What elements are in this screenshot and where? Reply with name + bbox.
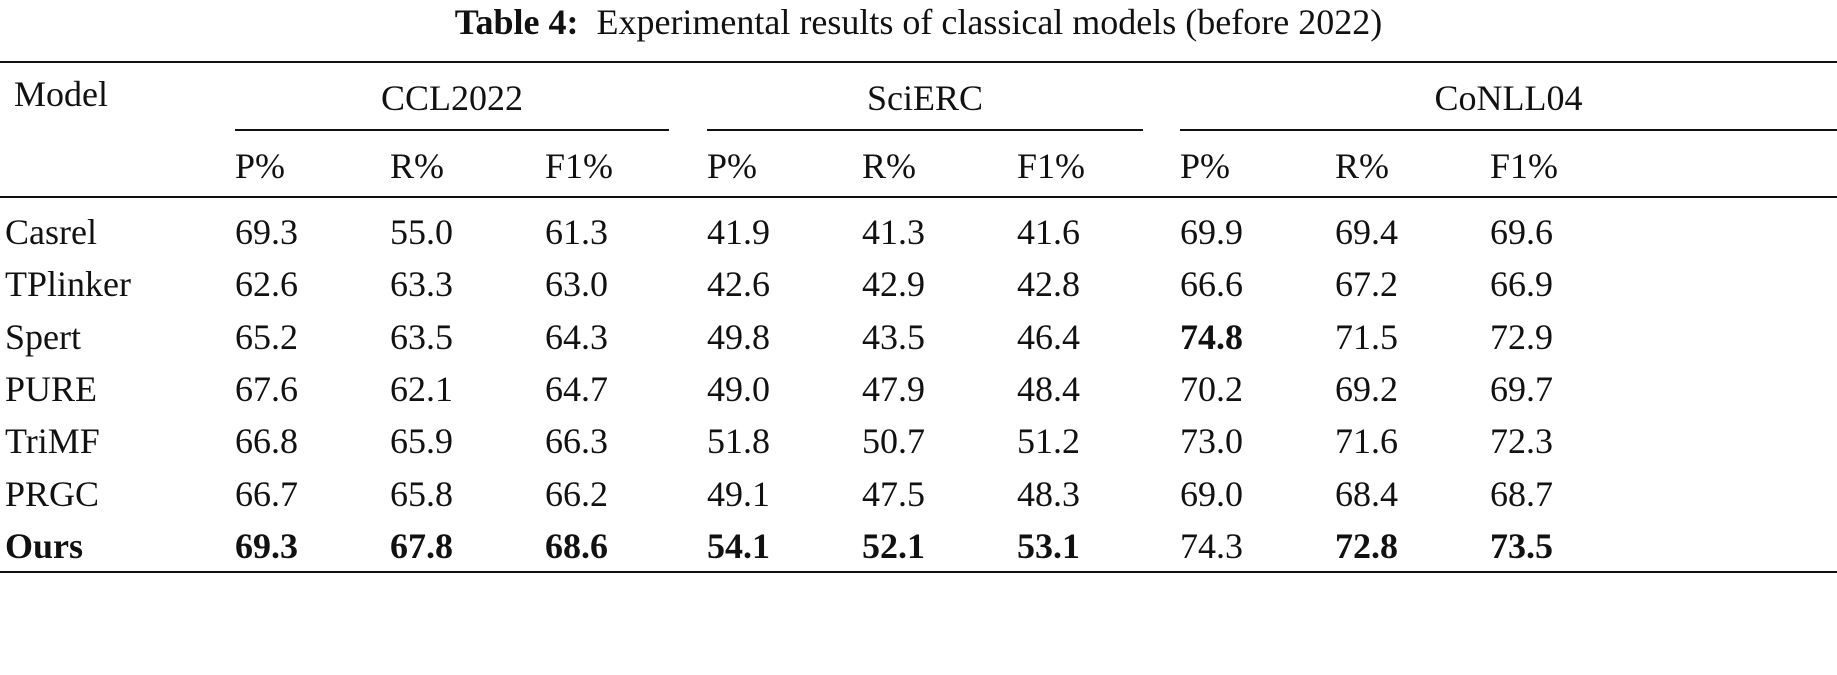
caption-text: Experimental results of classical models… [596,2,1383,42]
cell: 65.2 [235,316,298,357]
caption-label: Table 4: [454,2,579,42]
cell: 71.6 [1335,421,1398,462]
cell: 43.5 [862,316,925,357]
cell: 52.1 [862,525,925,566]
row-label: Spert [5,316,81,357]
cell: 69.4 [1335,212,1398,252]
cell: 69.3 [235,525,298,566]
cell: 65.9 [390,421,453,462]
cell: 55.0 [390,212,453,252]
group-rule [1180,129,1837,131]
row-label: PURE [5,368,98,409]
cell: 66.3 [545,421,608,462]
column-header: F1% [1490,146,1559,186]
row-label: PRGC [5,473,100,514]
cell: 67.8 [390,525,453,566]
group-header: SciERC [866,78,983,118]
cell: 63.3 [390,264,453,305]
model-header: Model [14,74,108,114]
cell: 69.3 [235,212,298,252]
cell: 69.0 [1180,473,1243,514]
cell: 68.7 [1490,473,1553,514]
cell: 62.6 [235,264,298,305]
column-header: F1% [1017,146,1086,186]
cell: 68.4 [1335,473,1398,514]
cell: 48.3 [1017,473,1080,514]
top-rule [0,61,1837,63]
cell: 51.8 [707,421,770,462]
table-caption: Table 4: Experimental results of classic… [0,4,1837,40]
cell: 51.2 [1017,421,1080,462]
cell: 42.8 [1017,264,1080,305]
cell: 74.8 [1180,316,1243,357]
column-header: R% [1335,146,1389,186]
cell: 65.8 [390,473,453,514]
cell: 70.2 [1180,368,1243,409]
cell: 41.3 [862,212,925,252]
cell: 47.9 [862,368,925,409]
bottom-rule [0,571,1837,573]
cell: 66.9 [1490,264,1553,305]
cell: 41.9 [707,212,770,252]
cell: 48.4 [1017,368,1080,409]
column-header: R% [390,146,444,186]
cell: 41.6 [1017,212,1080,252]
cell: 64.3 [545,316,608,357]
cell: 64.7 [545,368,608,409]
cell: 72.8 [1335,525,1398,566]
cell: 47.5 [862,473,925,514]
cell: 71.5 [1335,316,1398,357]
group-header: CoNLL04 [1434,78,1583,118]
cell: 42.6 [707,264,770,305]
cell: 49.8 [707,316,770,357]
cell: 69.7 [1490,368,1553,409]
cell: 69.6 [1490,212,1553,252]
column-header: P% [1180,146,1231,186]
cell: 66.2 [545,473,608,514]
cell: 49.0 [707,368,770,409]
cell: 69.9 [1180,212,1243,252]
cell: 62.1 [390,368,453,409]
row-label: TPlinker [5,264,131,305]
column-header: F1% [545,146,614,186]
mid-rule [0,196,1837,198]
column-header: P% [235,146,286,186]
column-header: R% [862,146,916,186]
cell: 46.4 [1017,316,1080,357]
cell: 69.2 [1335,368,1398,409]
group-header: CCL2022 [380,78,523,118]
cell: 67.6 [235,368,298,409]
cell: 72.9 [1490,316,1553,357]
cell: 74.3 [1180,525,1243,566]
cell: 61.3 [545,212,608,252]
group-rule [707,129,1143,131]
cell: 72.3 [1490,421,1553,462]
row-label: TriMF [5,421,100,462]
cell: 66.6 [1180,264,1243,305]
cell: 73.0 [1180,421,1243,462]
group-rule [235,129,669,131]
row-label: Ours [5,525,84,566]
cell: 53.1 [1017,525,1080,566]
cell: 68.6 [545,525,608,566]
cell: 73.5 [1490,525,1553,566]
cell: 66.7 [235,473,298,514]
cell: 49.1 [707,473,770,514]
cell: 66.8 [235,421,298,462]
cell: 63.0 [545,264,608,305]
cell: 54.1 [707,525,770,566]
column-header: P% [707,146,758,186]
cell: 67.2 [1335,264,1398,305]
cell: 63.5 [390,316,453,357]
cell: 50.7 [862,421,925,462]
cell: 42.9 [862,264,925,305]
row-label: Casrel [5,212,97,252]
